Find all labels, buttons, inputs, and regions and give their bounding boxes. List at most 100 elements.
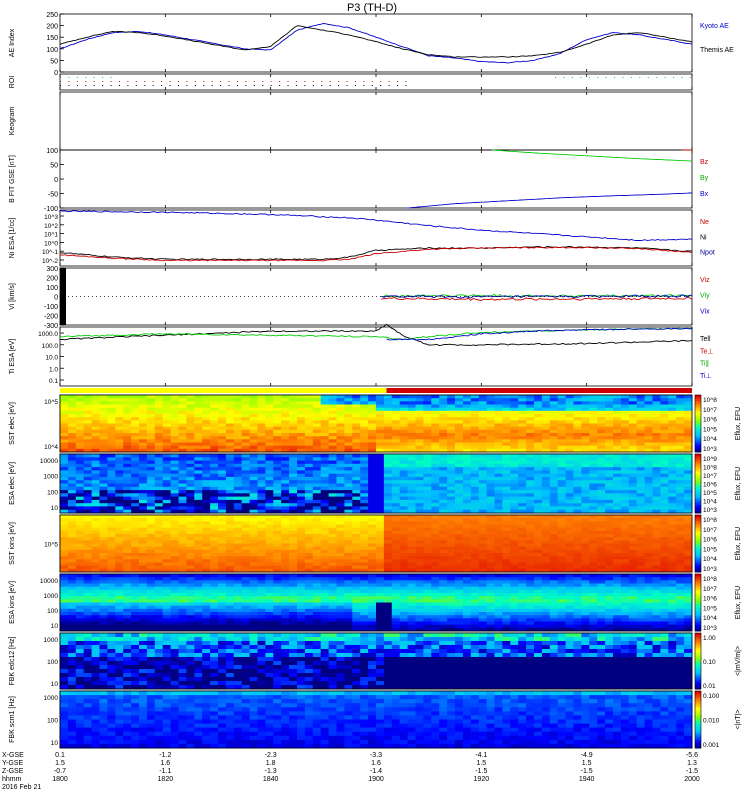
spectro-cell (146, 476, 156, 481)
spectro-cell (407, 496, 416, 501)
spectro-cell (75, 565, 85, 570)
spectro-cell (320, 518, 329, 522)
spectro-cell (241, 426, 250, 431)
spectro-cell (510, 476, 519, 481)
spectro-cell (462, 527, 472, 532)
spectro-cell (154, 565, 164, 570)
spectro-cell (376, 460, 385, 465)
spectro-cell (502, 506, 511, 511)
spectro-cell (186, 404, 195, 409)
spectro-cell (265, 448, 274, 453)
spectro-cell (257, 442, 266, 447)
spectro-cell (186, 395, 195, 399)
spectro-cell (581, 490, 590, 494)
spectro-cell (628, 553, 638, 557)
spectro-cell (486, 549, 495, 554)
spectro-cell (123, 574, 132, 578)
spectro-cell (660, 565, 669, 570)
roi-dot (321, 81, 323, 82)
spectro-cell (455, 398, 464, 402)
spectro-cell (344, 476, 353, 481)
spectro-cell (668, 436, 677, 440)
spectro-cell (573, 527, 582, 532)
spectro-cell (636, 499, 645, 504)
spectro-cell (565, 414, 574, 418)
spectro-cell (257, 401, 266, 405)
spectro-cell (684, 521, 693, 525)
spectro-cell (115, 486, 124, 491)
spectro-cell (67, 414, 77, 418)
spectro-cell (178, 470, 187, 475)
spectro-cell (676, 521, 685, 525)
spectro-cell (462, 476, 472, 481)
spectro-cell (589, 460, 598, 465)
spectro-cell (541, 454, 551, 458)
spectro-cell (170, 445, 179, 450)
spectro-cell (557, 524, 566, 529)
spectro-cell (336, 524, 345, 529)
spectro-cell (75, 448, 85, 453)
spectro-cell (541, 543, 551, 548)
spectro-cell (146, 499, 156, 504)
spectro-cell (581, 521, 590, 525)
spectro-cell (336, 420, 345, 424)
spectro-cell (344, 568, 353, 573)
panel-frame-sst_e (59, 394, 693, 453)
roi-dot (371, 85, 373, 86)
spectro-cell (304, 467, 314, 471)
roi-dot (76, 85, 78, 86)
spectro-cell (123, 602, 132, 607)
spectro-cell (289, 559, 298, 563)
spectro-cell (281, 457, 290, 461)
spectro-cell (202, 407, 211, 412)
spectro-cell (139, 445, 148, 450)
spectro-cell (297, 521, 306, 525)
spectro-cell (344, 534, 353, 538)
spectro-cell (613, 546, 622, 551)
spectro-cell (589, 537, 598, 541)
spectro-cell (486, 518, 495, 522)
series-ti∥ (59, 327, 693, 340)
spectro-cell (684, 410, 693, 415)
spectro-cell (162, 583, 171, 588)
spectro-cell (462, 401, 472, 405)
spectro-cell (676, 414, 685, 418)
spectro-cell (249, 442, 258, 447)
spectro-cell (534, 490, 543, 494)
spectro-cell (549, 476, 559, 481)
spectro-cell (470, 553, 480, 557)
spectro-cell (684, 509, 693, 514)
spectro-cell (265, 518, 274, 522)
spectro-cell (541, 540, 551, 544)
spectro-cell (304, 423, 314, 428)
spectro-cell (368, 426, 377, 431)
spectro-cell (391, 549, 401, 554)
spectro-cell (597, 442, 606, 447)
roi-dot (220, 81, 222, 82)
spectro-cell (344, 493, 353, 497)
spectro-cell (75, 423, 85, 428)
spectro-cell (494, 417, 503, 421)
spectro-cell (510, 473, 519, 478)
spectro-cell (628, 460, 638, 465)
spectro-cell (376, 407, 385, 412)
spectro-cell (83, 518, 92, 522)
spectro-cell (581, 506, 590, 511)
y-tick-label: 100 (46, 148, 58, 155)
spectro-cell (225, 460, 235, 465)
spectro-cell (225, 442, 235, 447)
spectro-cell (194, 483, 203, 488)
spectro-cell (186, 527, 195, 532)
spectro-cell (60, 476, 69, 481)
spectro-cell (526, 470, 535, 475)
spectro-cell (376, 436, 385, 440)
y-tick-label: 100.0 (42, 343, 59, 350)
spectro-cell (447, 549, 456, 554)
spectro-cell (83, 429, 92, 434)
spectro-cell (526, 527, 535, 532)
spectro-cell (75, 583, 85, 588)
spectro-cell (257, 423, 266, 428)
spectro-cell (336, 429, 345, 434)
spectro-cell (470, 407, 480, 412)
spectro-cell (328, 499, 337, 504)
